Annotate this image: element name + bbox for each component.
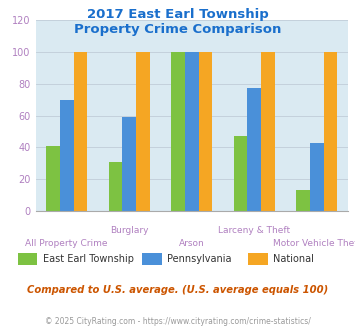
Bar — [171, 52, 185, 211]
Bar — [60, 100, 73, 211]
Bar — [296, 190, 310, 211]
Bar — [185, 52, 198, 211]
Bar — [136, 52, 150, 211]
Bar — [261, 52, 275, 211]
Text: Motor Vehicle Theft: Motor Vehicle Theft — [273, 239, 355, 248]
Bar — [247, 88, 261, 211]
Bar — [73, 52, 87, 211]
Text: Arson: Arson — [179, 239, 204, 248]
Text: East Earl Township: East Earl Township — [43, 254, 133, 264]
Bar — [109, 162, 122, 211]
Bar — [310, 143, 323, 211]
Bar — [122, 117, 136, 211]
Text: Pennsylvania: Pennsylvania — [167, 254, 231, 264]
Text: Burglary: Burglary — [110, 226, 148, 235]
Text: Compared to U.S. average. (U.S. average equals 100): Compared to U.S. average. (U.S. average … — [27, 285, 328, 295]
Text: Property Crime Comparison: Property Crime Comparison — [74, 23, 281, 36]
Text: Larceny & Theft: Larceny & Theft — [218, 226, 290, 235]
Bar — [46, 146, 60, 211]
Bar — [323, 52, 337, 211]
Text: 2017 East Earl Township: 2017 East Earl Township — [87, 8, 268, 21]
Text: All Property Crime: All Property Crime — [26, 239, 108, 248]
Text: National: National — [273, 254, 314, 264]
Bar — [234, 136, 247, 211]
Text: © 2025 CityRating.com - https://www.cityrating.com/crime-statistics/: © 2025 CityRating.com - https://www.city… — [45, 317, 310, 326]
Bar — [198, 52, 212, 211]
